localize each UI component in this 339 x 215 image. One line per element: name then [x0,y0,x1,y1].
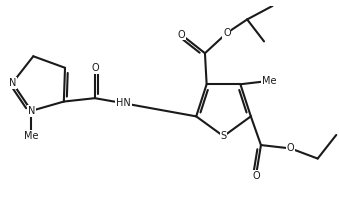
Text: N: N [9,78,16,88]
Text: O: O [91,63,99,73]
Text: O: O [223,28,231,38]
Text: S: S [220,131,226,141]
Text: O: O [178,30,185,40]
Text: Me: Me [262,76,276,86]
Text: Me: Me [24,131,39,141]
Text: HN: HN [116,98,131,108]
Text: O: O [252,171,260,181]
Text: O: O [287,143,295,154]
Text: N: N [28,106,35,116]
